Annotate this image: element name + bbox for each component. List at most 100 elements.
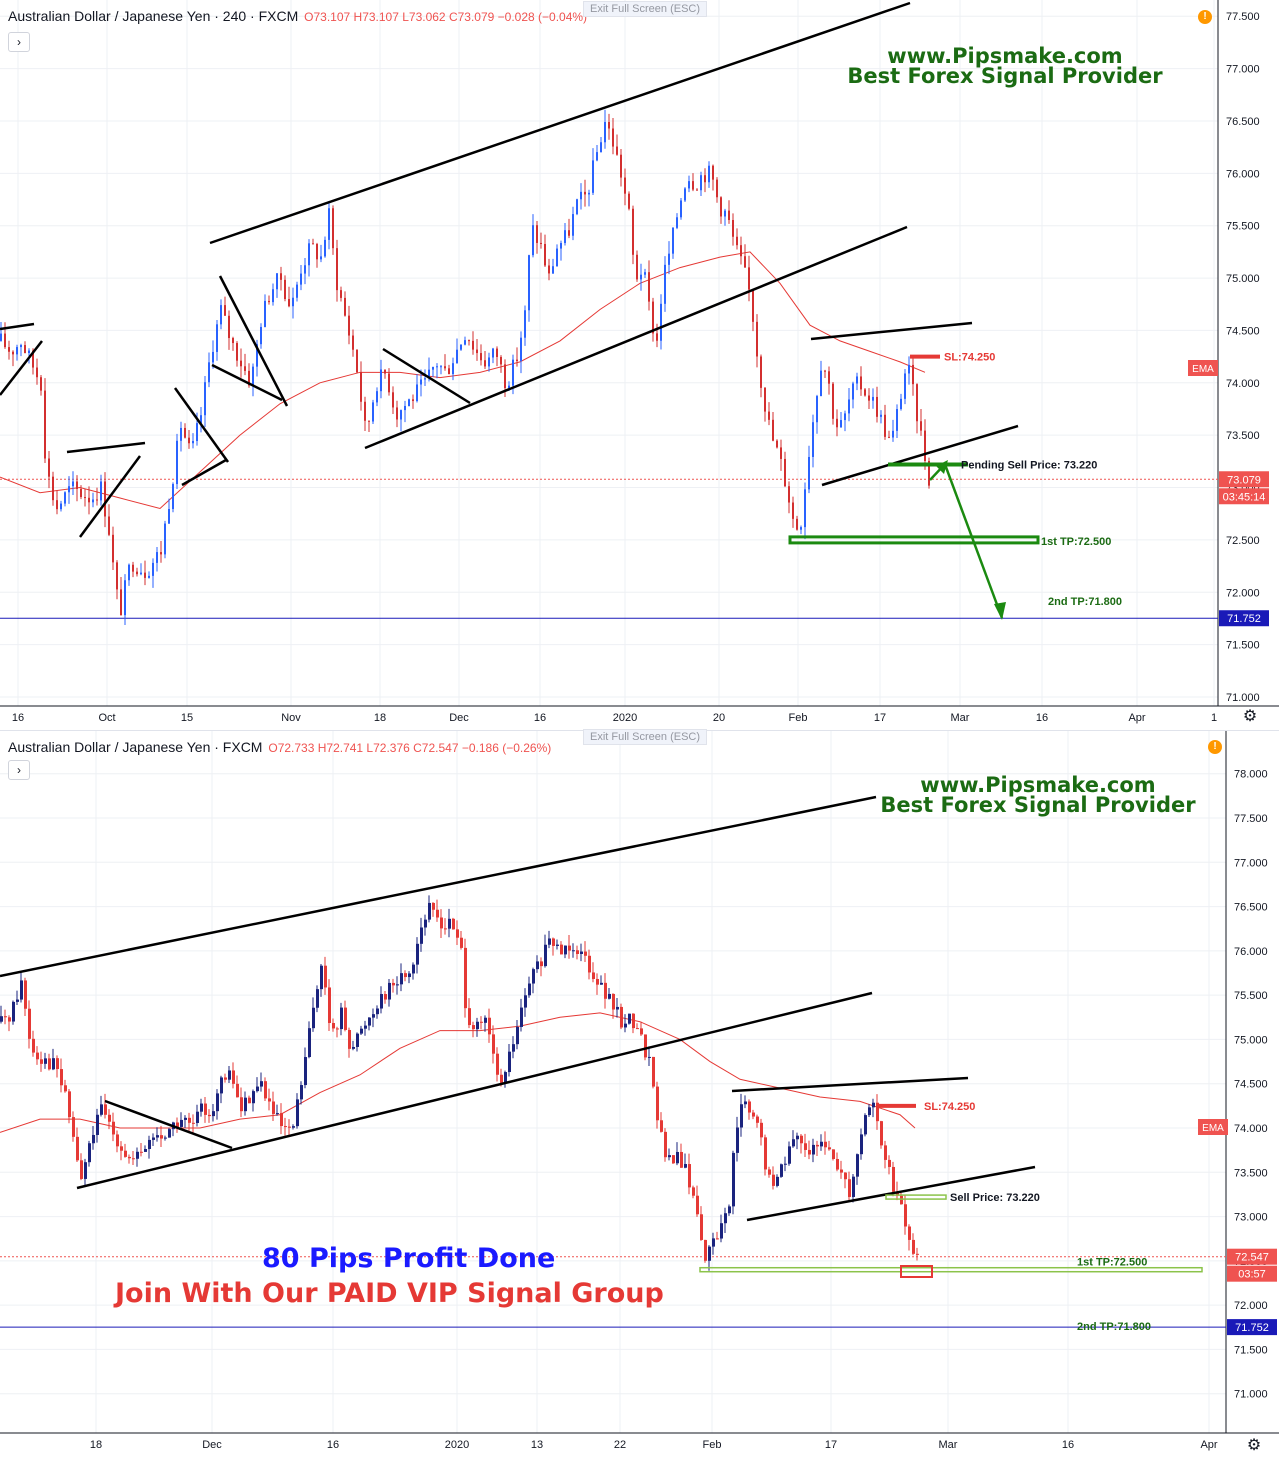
candle-body (880, 414, 882, 417)
candle-body (220, 305, 222, 325)
exit-fullscreen-button[interactable]: Exit Full Screen (ESC) (583, 729, 708, 745)
candle-body (344, 297, 346, 316)
current-price-tag-bg (1227, 1248, 1277, 1265)
y-tick-label: 77.000 (1234, 857, 1268, 869)
chart-canvas-top[interactable]: 77.500 77.000 76.500 76.000 75.500 75.000 74.5… (0, 0, 1279, 730)
candle-body (44, 390, 46, 459)
support-price-tag: 71.752 (1227, 613, 1261, 625)
candle-body (352, 1046, 355, 1049)
candle-body (452, 363, 454, 375)
candle-body (204, 382, 206, 416)
candle-body (148, 1139, 151, 1150)
candle-body (372, 402, 374, 422)
candle-body (284, 1126, 287, 1128)
x-tick-label: Feb (703, 1439, 722, 1451)
candle-body (676, 1151, 679, 1164)
candle-body (16, 347, 18, 355)
candle-body (768, 411, 770, 420)
candle-body (360, 1028, 363, 1034)
candle-body (28, 350, 30, 354)
candle-body (816, 1144, 819, 1147)
candle-body (820, 1141, 823, 1147)
candle-body (704, 175, 706, 183)
candle-body (568, 945, 571, 951)
candle-body (160, 552, 162, 555)
candle-body (60, 1069, 63, 1086)
candle-body (728, 1206, 731, 1214)
alert-icon[interactable]: ! (1208, 740, 1222, 754)
candle-body (336, 1028, 339, 1030)
sell-arrow-path (943, 464, 1004, 619)
candle-body (392, 392, 394, 408)
candle-body (192, 441, 194, 444)
candle-body (852, 1176, 855, 1197)
target-hit-box (900, 1265, 933, 1278)
candle-body (248, 370, 250, 386)
symbol-title[interactable]: Australian Dollar / Japanese Yen · 240 ·… (8, 8, 299, 24)
x-tick-label: 16 (1036, 712, 1048, 724)
exit-fullscreen-button[interactable]: Exit Full Screen (ESC) (583, 1, 708, 17)
candle-body (212, 1111, 215, 1117)
support-price-tag: 71.752 (1235, 1322, 1269, 1334)
candle-body (916, 1253, 919, 1255)
candle-body (804, 1143, 807, 1150)
tp1-zone (699, 1266, 1203, 1273)
y-tick-label: 71.000 (1226, 692, 1260, 704)
candle-body (628, 1013, 631, 1024)
candle-body (20, 345, 22, 348)
candle-body (584, 191, 586, 195)
tp2-label: 2nd TP:71.800 (1048, 596, 1122, 608)
x-tick-label: 2020 (445, 1439, 469, 1451)
candle-body (380, 369, 382, 392)
candle-body (736, 1127, 739, 1153)
candle-body (808, 456, 810, 490)
candle-body (916, 384, 918, 422)
x-tick-label: Dec (202, 1439, 222, 1451)
candle-body (860, 376, 862, 390)
candle-body (616, 146, 618, 155)
candle-body (96, 1114, 99, 1135)
candle-body (828, 371, 830, 384)
gear-icon[interactable]: ⚙ (1246, 1437, 1262, 1454)
candle-body (404, 973, 407, 978)
candle-body (284, 279, 286, 300)
candle-body (12, 1001, 15, 1022)
candle-body (540, 242, 542, 244)
candle-body (712, 165, 714, 180)
candle-body (168, 509, 170, 524)
alert-icon[interactable]: ! (1198, 10, 1212, 24)
candle-body (780, 1164, 783, 1177)
candle-body (928, 460, 930, 486)
chart-canvas-bottom[interactable]: 78.000 77.500 77.000 76.500 76.000 75.500 75.0… (0, 731, 1279, 1459)
candle-body (744, 1101, 747, 1105)
candle-body (364, 401, 366, 421)
candle-body (92, 499, 94, 503)
candle-body (272, 1101, 275, 1114)
candle-body (624, 177, 626, 194)
candle-body (244, 366, 246, 371)
promo-profit-text: 80 Pips Profit Done (262, 1243, 556, 1274)
candle-body (564, 230, 566, 244)
candle-body (208, 362, 210, 383)
candle-body (256, 344, 258, 367)
expand-arrow-button[interactable]: › (8, 32, 30, 52)
candle-body (684, 188, 686, 201)
candle-body (732, 220, 734, 237)
candle-body (804, 489, 806, 528)
candle-body (424, 378, 426, 380)
expand-arrow-button[interactable]: › (8, 760, 30, 780)
entry-marker (885, 1194, 947, 1200)
x-tick-label: Apr (1200, 1439, 1217, 1451)
candle-body (300, 273, 302, 285)
candle-body (344, 1007, 347, 1030)
gear-icon[interactable]: ⚙ (1242, 708, 1258, 725)
candle-body (116, 1134, 119, 1147)
candle-body (924, 430, 926, 461)
candle-body (476, 1021, 479, 1030)
symbol-title[interactable]: Australian Dollar / Japanese Yen · FXCM (8, 739, 263, 755)
candle-body (792, 1139, 795, 1147)
countdown-timer-tag-bg (1227, 1265, 1277, 1282)
candle-body (636, 254, 638, 280)
candle-body (236, 343, 238, 361)
candle-body (764, 1137, 767, 1170)
